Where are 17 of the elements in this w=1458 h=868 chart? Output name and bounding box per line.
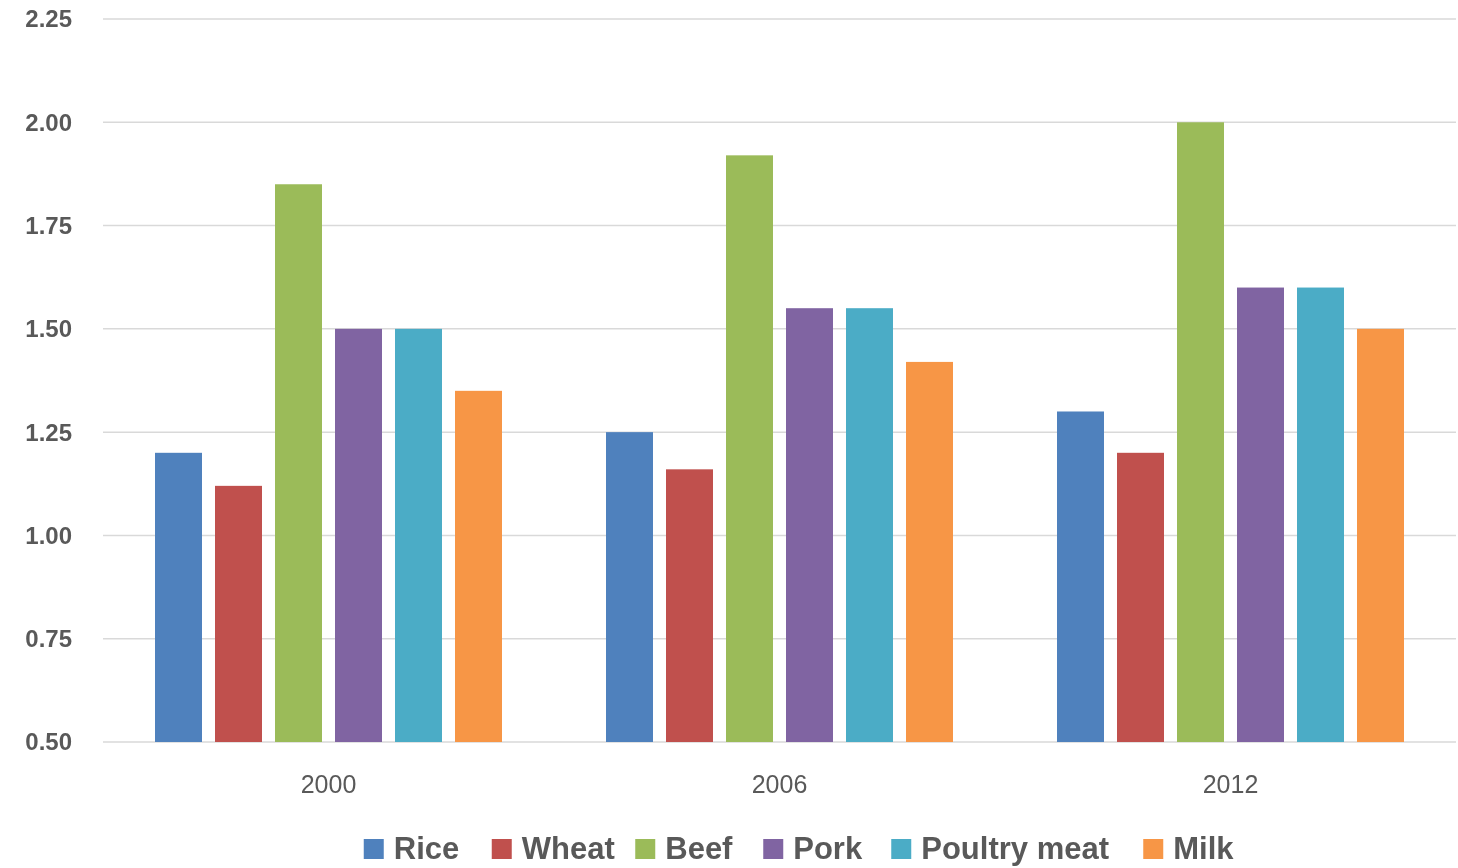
legend-label: Rice — [393, 831, 460, 866]
x-tick-label: 2000 — [300, 770, 357, 798]
y-tick-label: 1.75 — [25, 211, 72, 239]
y-tick-label: 0.50 — [25, 728, 72, 756]
legend-label: Poultry meat — [921, 831, 1110, 866]
y-tick-label: 1.00 — [25, 521, 72, 549]
y-tick-label: 1.50 — [25, 315, 72, 343]
y-tick-label: 2.00 — [25, 108, 72, 136]
y-tick-label: 1.25 — [25, 418, 72, 446]
y-tick-label: 2.25 — [25, 5, 72, 33]
y-tick-label: 0.75 — [25, 625, 72, 653]
legend-label: Pork — [793, 831, 863, 866]
x-tick-label: 2006 — [751, 770, 808, 798]
x-tick-label: 2012 — [1202, 770, 1259, 798]
legend-label: Beef — [665, 831, 734, 866]
legend-label: Milk — [1173, 831, 1235, 866]
legend-label: Wheat — [521, 831, 615, 866]
